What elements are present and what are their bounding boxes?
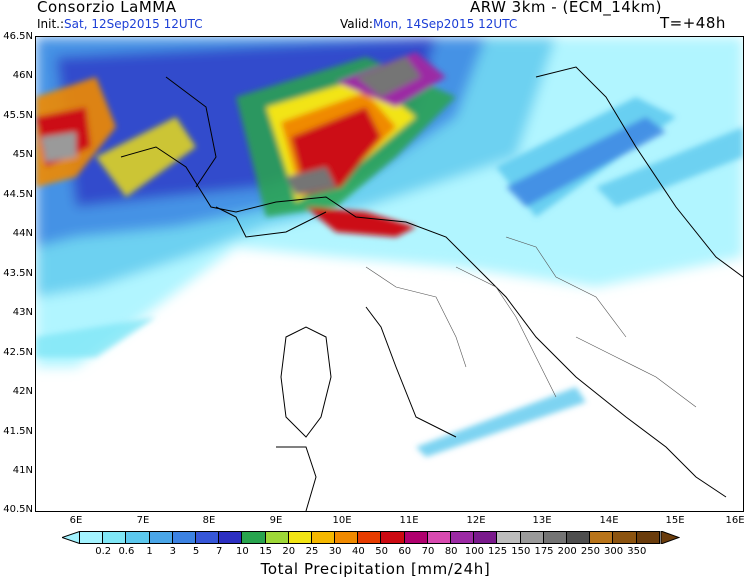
regional-borders <box>365 236 697 408</box>
init-value: Sat, 12Sep2015 12UTC <box>64 17 203 31</box>
lon-label: 16E <box>725 515 745 526</box>
lon-label: 14E <box>599 515 619 526</box>
colorbar-swatch <box>426 531 451 544</box>
colorbar-label: 250 <box>580 546 600 557</box>
lat-label: 43N <box>12 307 33 318</box>
colorbar-swatch <box>542 531 567 544</box>
lat-label: 45N <box>12 149 33 160</box>
colorbar-label: 7 <box>216 546 223 557</box>
colorbar-swatch <box>102 531 127 544</box>
lead-time: T=+48h <box>660 14 726 32</box>
lon-label: 7E <box>136 515 150 526</box>
colorbar-label: 15 <box>259 546 272 557</box>
valid-value: Mon, 14Sep2015 12UTC <box>372 17 518 31</box>
lon-label: 13E <box>532 515 552 526</box>
colorbar-right-arrow <box>660 531 680 544</box>
lat-label: 45.5N <box>3 110 33 121</box>
colorbar-label: 350 <box>627 546 647 557</box>
colorbar-swatch <box>287 531 312 544</box>
colorbar-label: 10 <box>236 546 249 557</box>
lat-label: 44N <box>12 228 33 239</box>
colorbar-label: 200 <box>557 546 577 557</box>
colorbar-label: 0.2 <box>95 546 112 557</box>
colorbar-label: 125 <box>488 546 508 557</box>
org-title: Consorzio LaMMA <box>37 0 177 16</box>
colorbar-label: 20 <box>282 546 296 557</box>
colorbar-swatch <box>79 531 104 544</box>
colorbar-title: Total Precipitation [mm/24h] <box>260 560 491 578</box>
precip-bands-east <box>36 97 743 457</box>
colorbar <box>79 531 660 544</box>
colorbar-swatch <box>450 531 475 544</box>
colorbar-label: 70 <box>421 546 435 557</box>
colorbar-swatch <box>241 531 266 544</box>
colorbar-label: 30 <box>328 546 342 557</box>
lat-label: 46.5N <box>3 31 33 42</box>
colorbar-swatch <box>194 531 220 544</box>
colorbar-swatch <box>125 531 150 544</box>
init-time: Init.:Sat, 12Sep2015 12UTC <box>37 17 203 31</box>
colorbar-swatch <box>403 531 428 544</box>
valid-time: Valid:Mon, 14Sep2015 12UTC <box>340 17 517 31</box>
lon-label: 6E <box>69 515 83 526</box>
map-canvas <box>36 37 743 511</box>
colorbar-label: 25 <box>305 546 319 557</box>
colorbar-swatch <box>635 531 660 544</box>
colorbar-swatch <box>589 531 614 544</box>
colorbar-label: 100 <box>464 546 484 557</box>
colorbar-swatch <box>334 531 359 544</box>
colorbar-label: 50 <box>375 546 388 557</box>
lat-label: 44.5N <box>3 189 33 200</box>
colorbar-label: 300 <box>604 546 624 557</box>
colorbar-label: 3 <box>169 546 176 557</box>
colorbar-swatch <box>357 531 382 544</box>
lon-label: 11E <box>399 515 419 526</box>
lon-label: 8E <box>202 515 216 526</box>
lat-label: 42N <box>12 386 33 397</box>
colorbar-swatch <box>496 531 521 544</box>
precip-field-intense <box>36 52 456 237</box>
colorbar-label: 5 <box>192 546 200 557</box>
valid-label: Valid: <box>340 17 373 31</box>
model-title: ARW 3km - (ECM_14km) <box>470 0 662 16</box>
precipitation-map <box>35 36 744 512</box>
colorbar-swatch <box>171 531 196 544</box>
colorbar-swatch <box>310 531 336 544</box>
lon-label: 15E <box>665 515 685 526</box>
colorbar-label: 1 <box>146 546 153 557</box>
colorbar-label: 0.6 <box>118 546 135 557</box>
lon-label: 10E <box>332 515 352 526</box>
lat-label: 41N <box>12 465 33 476</box>
lat-label: 46N <box>12 70 33 81</box>
colorbar-label: 150 <box>511 546 531 557</box>
coastlines <box>120 66 743 511</box>
colorbar-label: 80 <box>444 546 458 557</box>
lat-label: 42.5N <box>3 347 33 358</box>
colorbar-swatch <box>612 531 637 544</box>
lon-label: 9E <box>269 515 283 526</box>
lat-label: 43.5N <box>3 268 33 279</box>
colorbar-label: 40 <box>352 546 365 557</box>
colorbar-swatch <box>473 531 498 544</box>
colorbar-swatch <box>148 531 173 544</box>
colorbar-swatch <box>264 531 289 544</box>
colorbar-label: 175 <box>534 546 554 557</box>
lat-label: 41.5N <box>3 426 33 437</box>
lon-label: 12E <box>466 515 486 526</box>
lat-label: 40.5N <box>3 504 33 515</box>
colorbar-swatch <box>218 531 243 544</box>
colorbar-label: 60 <box>398 546 412 557</box>
colorbar-swatch <box>380 531 405 544</box>
init-label: Init.: <box>37 17 65 31</box>
colorbar-swatch <box>519 531 544 544</box>
colorbar-swatch <box>565 531 591 544</box>
